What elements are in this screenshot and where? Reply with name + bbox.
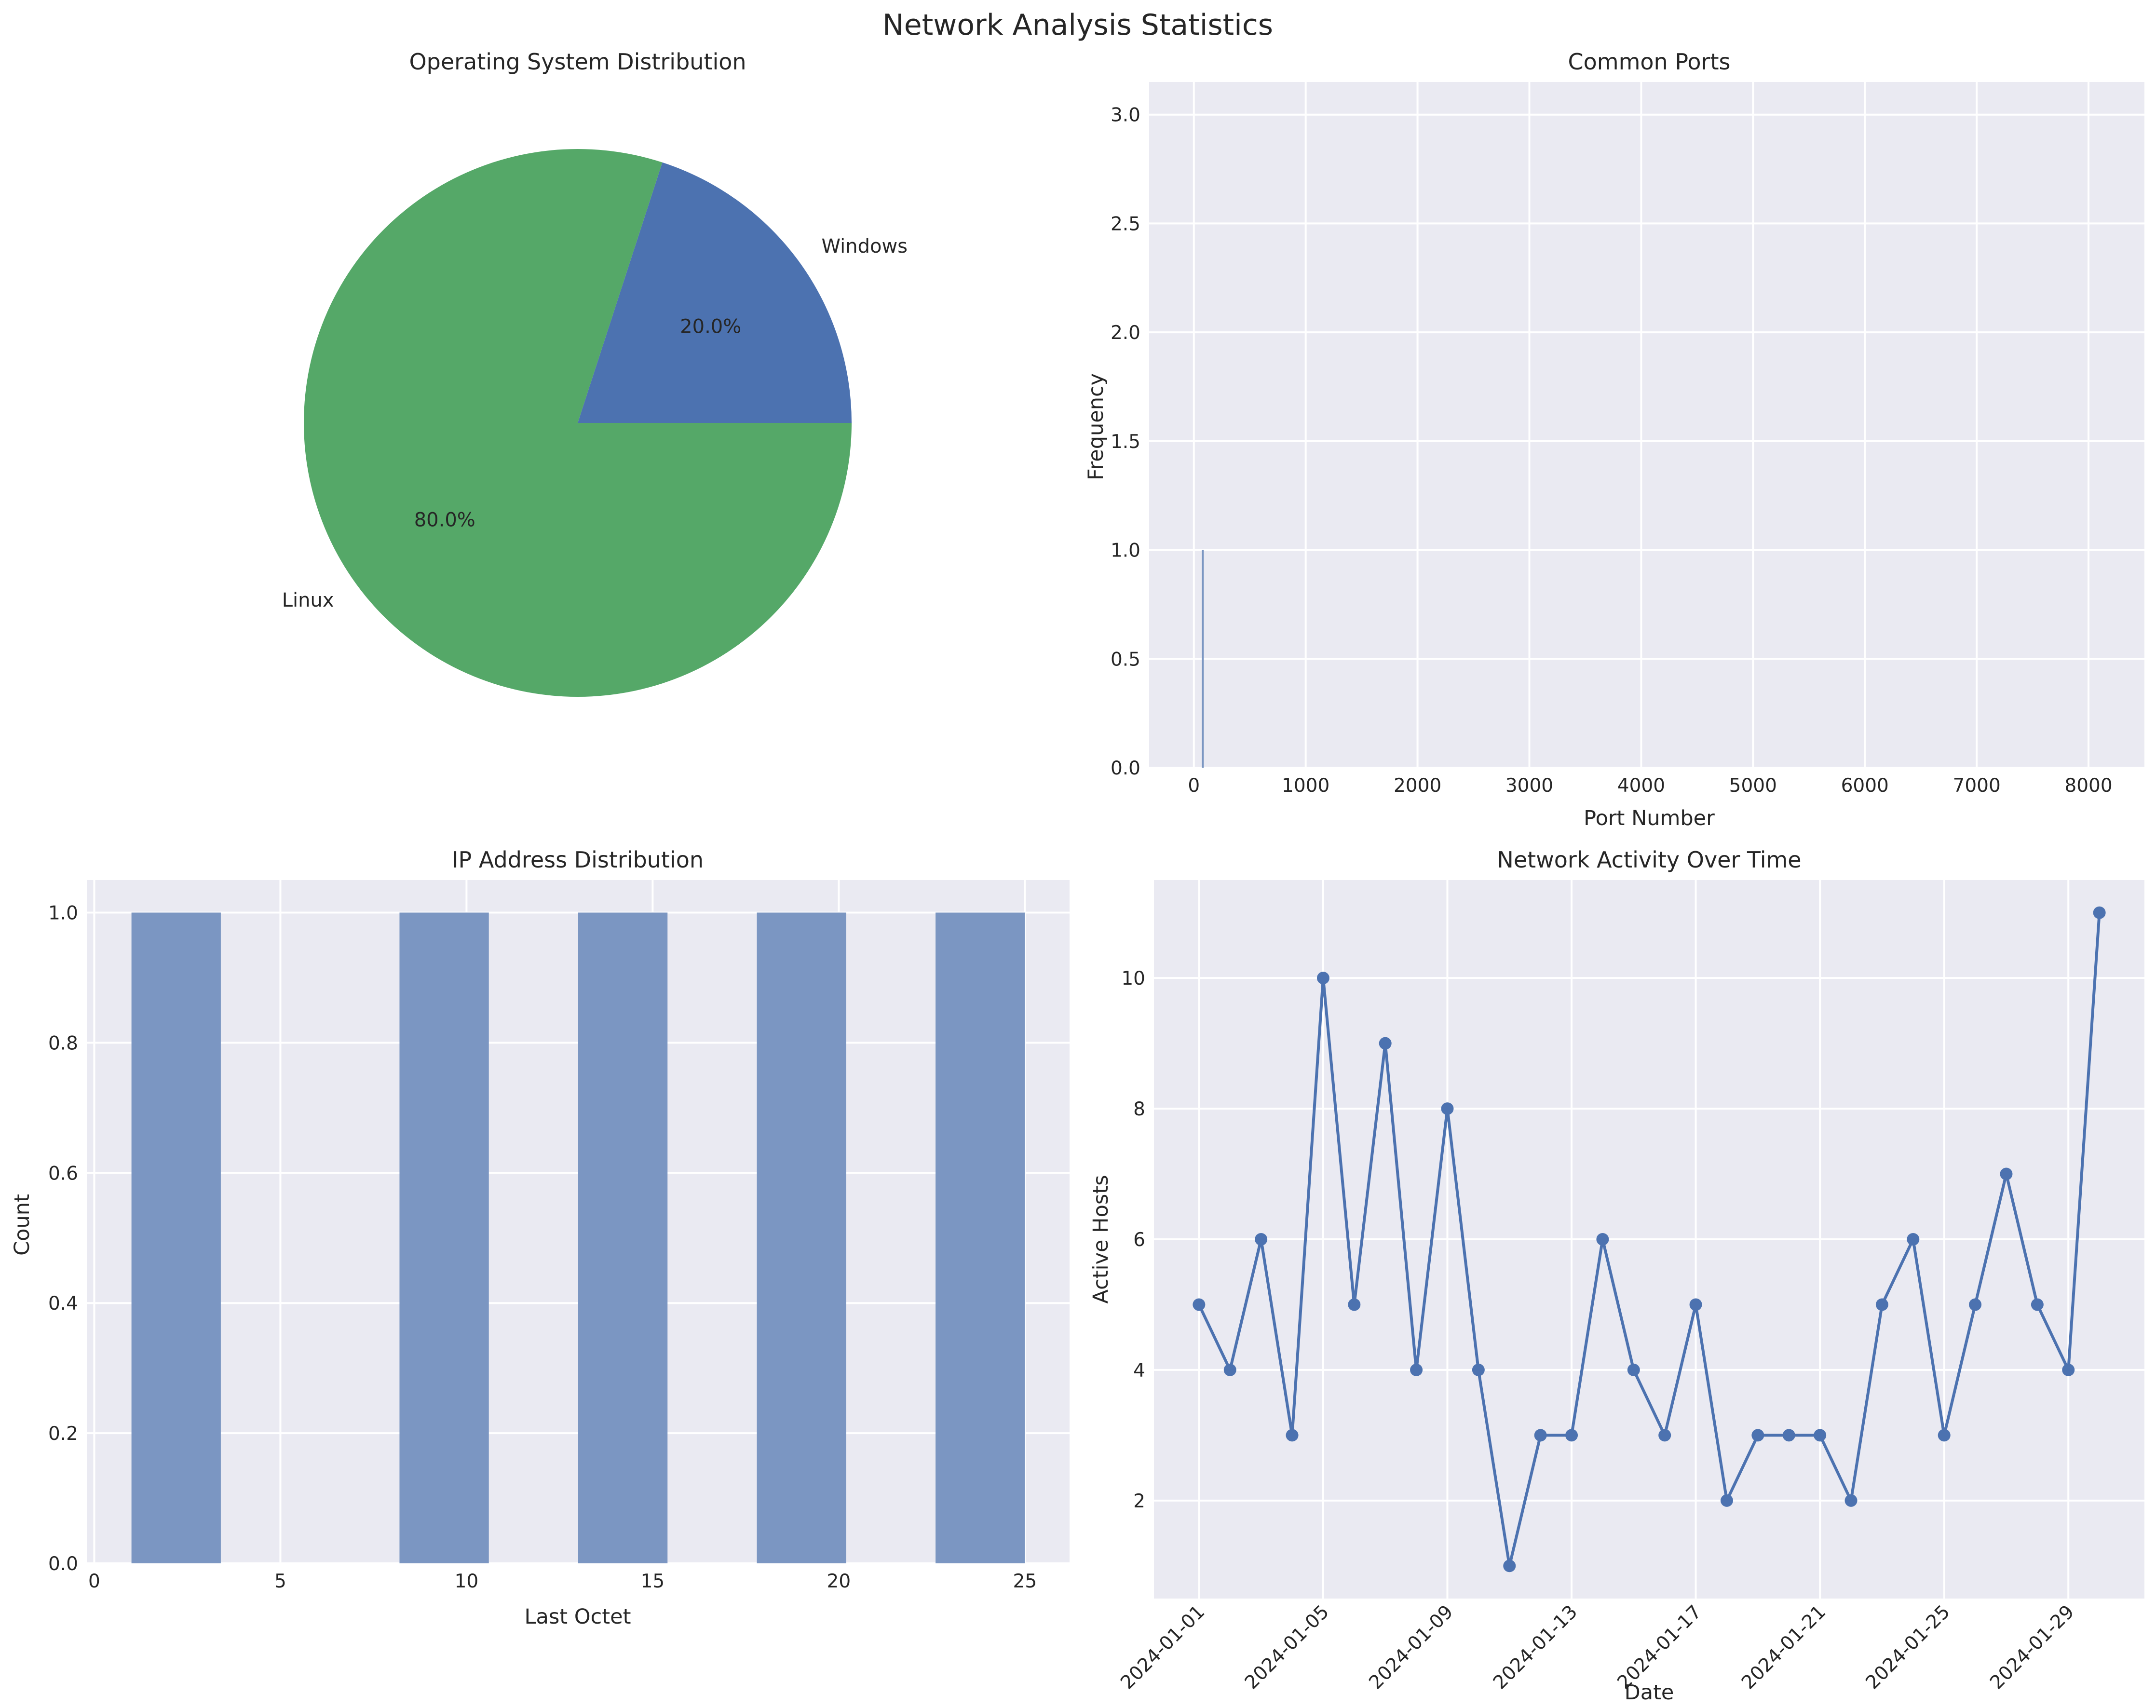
activity-point	[1286, 1429, 1299, 1442]
ports-ytick: 3.0	[1111, 105, 1140, 126]
activity-ytick: 6	[1133, 1229, 1145, 1251]
ports-ytick: 2.5	[1111, 213, 1140, 235]
ports-xlabel: Port Number	[1584, 806, 1715, 830]
activity-point	[1441, 1102, 1454, 1115]
activity-chart: Network Activity Over Time Date Active H…	[1089, 847, 2144, 1705]
ports-ytick: 1.5	[1111, 431, 1140, 453]
ports-ytick: 1.0	[1111, 540, 1140, 562]
pie-pct-windows: 20.0%	[680, 316, 741, 338]
activity-point	[1503, 1559, 1516, 1572]
activity-point	[1565, 1429, 1578, 1442]
activity-point	[2031, 1298, 2044, 1311]
pie-slice-windows	[578, 162, 852, 423]
ports-xtick: 0	[1188, 775, 1200, 797]
activity-point	[1938, 1429, 1951, 1442]
ip-bar	[131, 912, 221, 1563]
activity-point	[1782, 1429, 1795, 1442]
activity-point	[2093, 906, 2106, 919]
ports-bar	[1202, 550, 1204, 768]
pie-pct-linux: 80.0%	[414, 509, 475, 531]
figure-title: Network Analysis Statistics	[882, 8, 1273, 42]
ports-xtick: 3000	[1505, 775, 1553, 797]
ip-xtick: 20	[827, 1571, 851, 1592]
ip-chart: IP Address Distribution Last Octet Count…	[10, 847, 1070, 1629]
activity-point	[1255, 1233, 1268, 1246]
ip-ytick: 0.6	[48, 1163, 78, 1184]
ip-xtick: 5	[274, 1571, 286, 1592]
activity-point	[1627, 1363, 1640, 1376]
ip-ytick: 0.0	[48, 1553, 78, 1575]
pie-slice-linux	[303, 149, 852, 697]
ports-chart: Common Ports Port Number Frequency 0 1000…	[1084, 49, 2144, 830]
activity-point	[1907, 1233, 1920, 1246]
ports-ylabel: Frequency	[1084, 373, 1108, 480]
activity-ytick: 10	[1121, 968, 1145, 990]
ip-bar	[936, 912, 1025, 1563]
ip-bar	[757, 912, 846, 1563]
activity-ylabel: Active Hosts	[1089, 1175, 1113, 1304]
ip-xtick: 15	[641, 1571, 665, 1592]
ip-xtick: 0	[88, 1571, 100, 1592]
activity-point	[1875, 1298, 1888, 1311]
activity-point	[1193, 1298, 1206, 1311]
ports-ytick: 0.5	[1111, 649, 1140, 670]
ip-ytick: 0.2	[48, 1423, 78, 1445]
activity-ytick: 8	[1133, 1098, 1145, 1120]
ports-xtick: 7000	[1953, 775, 2001, 797]
activity-point	[1658, 1429, 1671, 1442]
pie-label-windows: Windows	[821, 235, 908, 258]
activity-point	[2000, 1167, 2013, 1180]
activity-point	[1472, 1363, 1485, 1376]
activity-title: Network Activity Over Time	[1497, 847, 1801, 873]
ports-xtick: 6000	[1841, 775, 1889, 797]
ip-xtick: 25	[1013, 1571, 1037, 1592]
activity-point	[1814, 1429, 1827, 1442]
activity-point	[1379, 1037, 1392, 1050]
activity-ytick: 4	[1133, 1360, 1145, 1382]
activity-point	[1720, 1494, 1733, 1507]
ip-title: IP Address Distribution	[452, 847, 704, 873]
activity-point	[1410, 1363, 1423, 1376]
ip-ytick: 0.8	[48, 1032, 78, 1054]
activity-point	[1223, 1363, 1236, 1376]
activity-point	[1348, 1298, 1361, 1311]
pie-title: Operating System Distribution	[409, 49, 746, 75]
activity-xlabel: Date	[1625, 1681, 1674, 1705]
ip-bar	[578, 912, 668, 1563]
ip-bar	[399, 912, 489, 1563]
activity-point	[1316, 972, 1329, 985]
activity-point	[1844, 1494, 1858, 1507]
activity-line	[1197, 912, 2101, 1566]
ip-ytick: 1.0	[48, 902, 78, 924]
ports-xtick: 1000	[1282, 775, 1329, 797]
activity-point	[1689, 1298, 1702, 1311]
ports-ytick: 2.0	[1111, 322, 1140, 344]
ports-ytick: 0.0	[1111, 758, 1140, 779]
ports-title: Common Ports	[1568, 49, 1731, 75]
ip-xlabel: Last Octet	[525, 1605, 631, 1629]
activity-point	[1534, 1429, 1547, 1442]
activity-point	[1751, 1429, 1764, 1442]
os-pie-chart: Operating System Distribution Windows 20.…	[282, 49, 908, 697]
activity-point	[1969, 1298, 1982, 1311]
ports-xtick: 5000	[1729, 775, 1777, 797]
ports-xtick: 8000	[2064, 775, 2112, 797]
pie-label-linux: Linux	[282, 589, 334, 611]
activity-point	[1596, 1233, 1609, 1246]
ip-ytick: 0.4	[48, 1293, 78, 1315]
ports-xtick: 2000	[1394, 775, 1441, 797]
ports-xtick: 4000	[1617, 775, 1665, 797]
ip-ylabel: Count	[10, 1194, 34, 1256]
ip-xtick: 10	[455, 1571, 479, 1592]
plot-area	[1149, 82, 2144, 768]
activity-point	[2062, 1363, 2075, 1376]
activity-ytick: 2	[1133, 1491, 1145, 1512]
